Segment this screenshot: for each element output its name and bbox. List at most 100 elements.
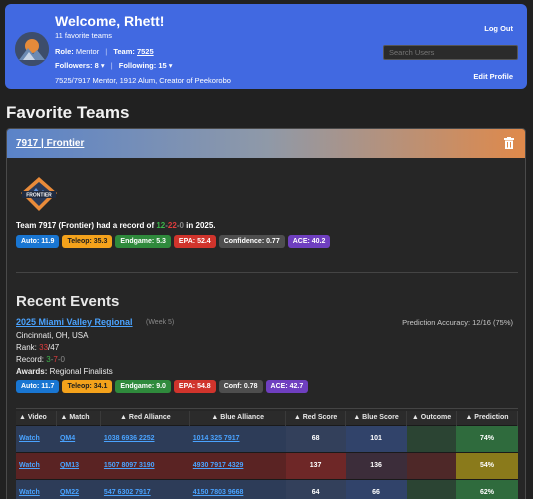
prediction: 62% xyxy=(456,478,518,499)
watch-video-link[interactable]: Watch xyxy=(19,462,40,469)
ace-badge: ACE: 40.2 xyxy=(287,235,331,248)
role-label: Role: xyxy=(55,47,74,56)
awards-label: Awards: xyxy=(16,367,48,376)
team-stat-badges: Auto: 11.9 Teleop: 35.3 Endgame: 5.3 EPA… xyxy=(16,235,331,248)
auto-badge: Auto: 11.7 xyxy=(16,380,60,393)
divider xyxy=(16,272,518,273)
event-record: Record: 3-7-0 xyxy=(16,355,65,364)
role-value: Mentor xyxy=(75,47,100,56)
event-stat-badges: Auto: 11.7 Teleop: 34.1 Endgame: 9.0 EPA… xyxy=(16,380,309,393)
bio: 7525/7917 Mentor, 1912 Alum, Creator of … xyxy=(55,76,231,85)
col-header-prediction[interactable]: ▲ Prediction xyxy=(456,411,519,425)
red-score: 64 xyxy=(285,478,346,499)
match-link[interactable]: QM22 xyxy=(59,489,80,497)
divider xyxy=(16,408,518,409)
team-link[interactable]: 7525 xyxy=(136,47,154,56)
team-logo-text: FRONTIER xyxy=(26,193,52,199)
table-row: Watch QM13 1507 8097 3190 4930 7917 4329… xyxy=(16,451,518,479)
col-header-outcome[interactable]: ▲ Outcome xyxy=(406,411,457,425)
recent-events-heading: Recent Events xyxy=(16,293,120,310)
col-header-match[interactable]: ▲ Match xyxy=(56,411,102,425)
outcome xyxy=(406,478,457,499)
record-dash: - xyxy=(50,355,54,364)
role-team-line: Role: Mentor | Team: 7525 xyxy=(55,47,154,56)
confidence-badge: Confidence: 0.77 xyxy=(218,235,285,248)
avatar[interactable] xyxy=(15,32,49,66)
following-dropdown[interactable]: Following: 15 ▾ xyxy=(118,61,173,70)
match-link[interactable]: QM4 xyxy=(59,435,76,442)
blue-alliance-teams[interactable]: 1014 325 7917 xyxy=(192,435,240,442)
team-card-header: 7917 | Frontier xyxy=(7,129,525,158)
blue-alliance-teams[interactable]: 4930 7917 4329 xyxy=(192,462,244,469)
endgame-badge: Endgame: 5.3 xyxy=(115,235,171,248)
match-link[interactable]: QM13 xyxy=(59,462,80,469)
event-record-wins: 3 xyxy=(46,355,51,364)
event-rank: Rank: 33/47 xyxy=(16,343,59,352)
epa-badge: EPA: 54.8 xyxy=(173,380,216,393)
logout-button[interactable]: Log Out xyxy=(484,24,513,33)
record-dash: - xyxy=(165,221,168,230)
blue-score: 101 xyxy=(345,424,407,452)
followers-dropdown[interactable]: Followers: 8 ▾ xyxy=(55,61,105,70)
blue-score: 66 xyxy=(345,478,407,499)
col-header-blue-score[interactable]: ▲ Blue Score xyxy=(345,411,408,425)
watch-video-link[interactable]: Watch xyxy=(19,435,40,442)
trash-icon[interactable] xyxy=(504,137,514,149)
follow-line: Followers: 8 ▾ | Following: 15 ▾ xyxy=(55,61,173,70)
blue-score: 136 xyxy=(345,451,407,479)
record-losses: 22 xyxy=(167,221,177,230)
col-header-red-score[interactable]: ▲ Red Score xyxy=(285,411,347,425)
record-suffix: in 2025. xyxy=(183,221,216,230)
col-header-blue-alliance[interactable]: ▲ Blue Alliance xyxy=(189,411,287,425)
teleop-badge: Teleop: 35.3 xyxy=(62,235,113,248)
separator: | xyxy=(105,47,108,56)
prediction: 54% xyxy=(456,451,518,479)
blue-alliance-teams[interactable]: 4150 7803 9668 xyxy=(192,489,244,497)
rank-total: /47 xyxy=(48,343,60,352)
profile-header: Welcome, Rhett! 11 favorite teams Role: … xyxy=(5,4,527,89)
team-label: Team: xyxy=(113,47,135,56)
watch-video-link[interactable]: Watch xyxy=(19,489,40,497)
ace-badge: ACE: 42.7 xyxy=(265,380,309,393)
event-awards: Awards: Regional Finalists xyxy=(16,367,113,376)
endgame-badge: Endgame: 9.0 xyxy=(115,380,171,393)
event-location: Cincinnati, OH, USA xyxy=(16,331,89,340)
auto-badge: Auto: 11.9 xyxy=(16,235,60,248)
event-week: (Week 5) xyxy=(146,319,175,326)
team-logo: FRONTIER xyxy=(21,177,57,211)
event-record-label: Record: xyxy=(16,355,47,364)
outcome xyxy=(406,424,457,452)
prediction: 74% xyxy=(456,424,518,452)
page-title: Favorite Teams xyxy=(6,103,130,122)
event-record-ties: 0 xyxy=(60,355,65,364)
red-score: 68 xyxy=(285,424,346,452)
red-alliance-teams[interactable]: 1507 8097 3190 xyxy=(103,462,155,469)
rank-value: 33 xyxy=(39,343,49,352)
record-dash: - xyxy=(57,355,61,364)
team-card-title-link[interactable]: 7917 | Frontier xyxy=(16,138,85,149)
record-ties: 0 xyxy=(179,221,184,230)
search-users-input[interactable] xyxy=(383,45,518,60)
rank-label: Rank: xyxy=(16,343,40,352)
event-name-link[interactable]: 2025 Miami Valley Regional xyxy=(16,317,133,327)
outcome xyxy=(406,451,457,479)
red-alliance-teams[interactable]: 547 6302 7917 xyxy=(103,489,151,497)
team-record: Team 7917 (Frontier) had a record of 12-… xyxy=(16,221,216,230)
record-prefix: Team 7917 (Frontier) had a record of xyxy=(16,221,157,230)
table-row: Watch QM4 1038 6936 2252 1014 325 7917 6… xyxy=(16,424,518,452)
edit-profile-button[interactable]: Edit Profile xyxy=(473,72,513,81)
epa-badge: EPA: 52.4 xyxy=(173,235,216,248)
welcome-title: Welcome, Rhett! xyxy=(55,13,165,29)
table-header-row: ▲ Video ▲ Match ▲ Red Alliance ▲ Blue Al… xyxy=(16,411,519,425)
teleop-badge: Teleop: 34.1 xyxy=(62,380,113,393)
table-row: Watch QM22 547 6302 7917 4150 7803 9668 … xyxy=(16,478,518,499)
col-header-video[interactable]: ▲ Video xyxy=(16,411,58,425)
red-alliance-teams[interactable]: 1038 6936 2252 xyxy=(103,435,155,442)
team-card: 7917 | Frontier FRONTIER Team 7917 (Fron… xyxy=(6,128,526,499)
red-score: 137 xyxy=(285,451,346,479)
col-header-red-alliance[interactable]: ▲ Red Alliance xyxy=(100,411,191,425)
record-wins: 12 xyxy=(156,221,166,230)
separator: | xyxy=(110,61,113,70)
event-record-losses: 7 xyxy=(53,355,58,364)
conf-badge: Conf: 0.78 xyxy=(218,380,263,393)
